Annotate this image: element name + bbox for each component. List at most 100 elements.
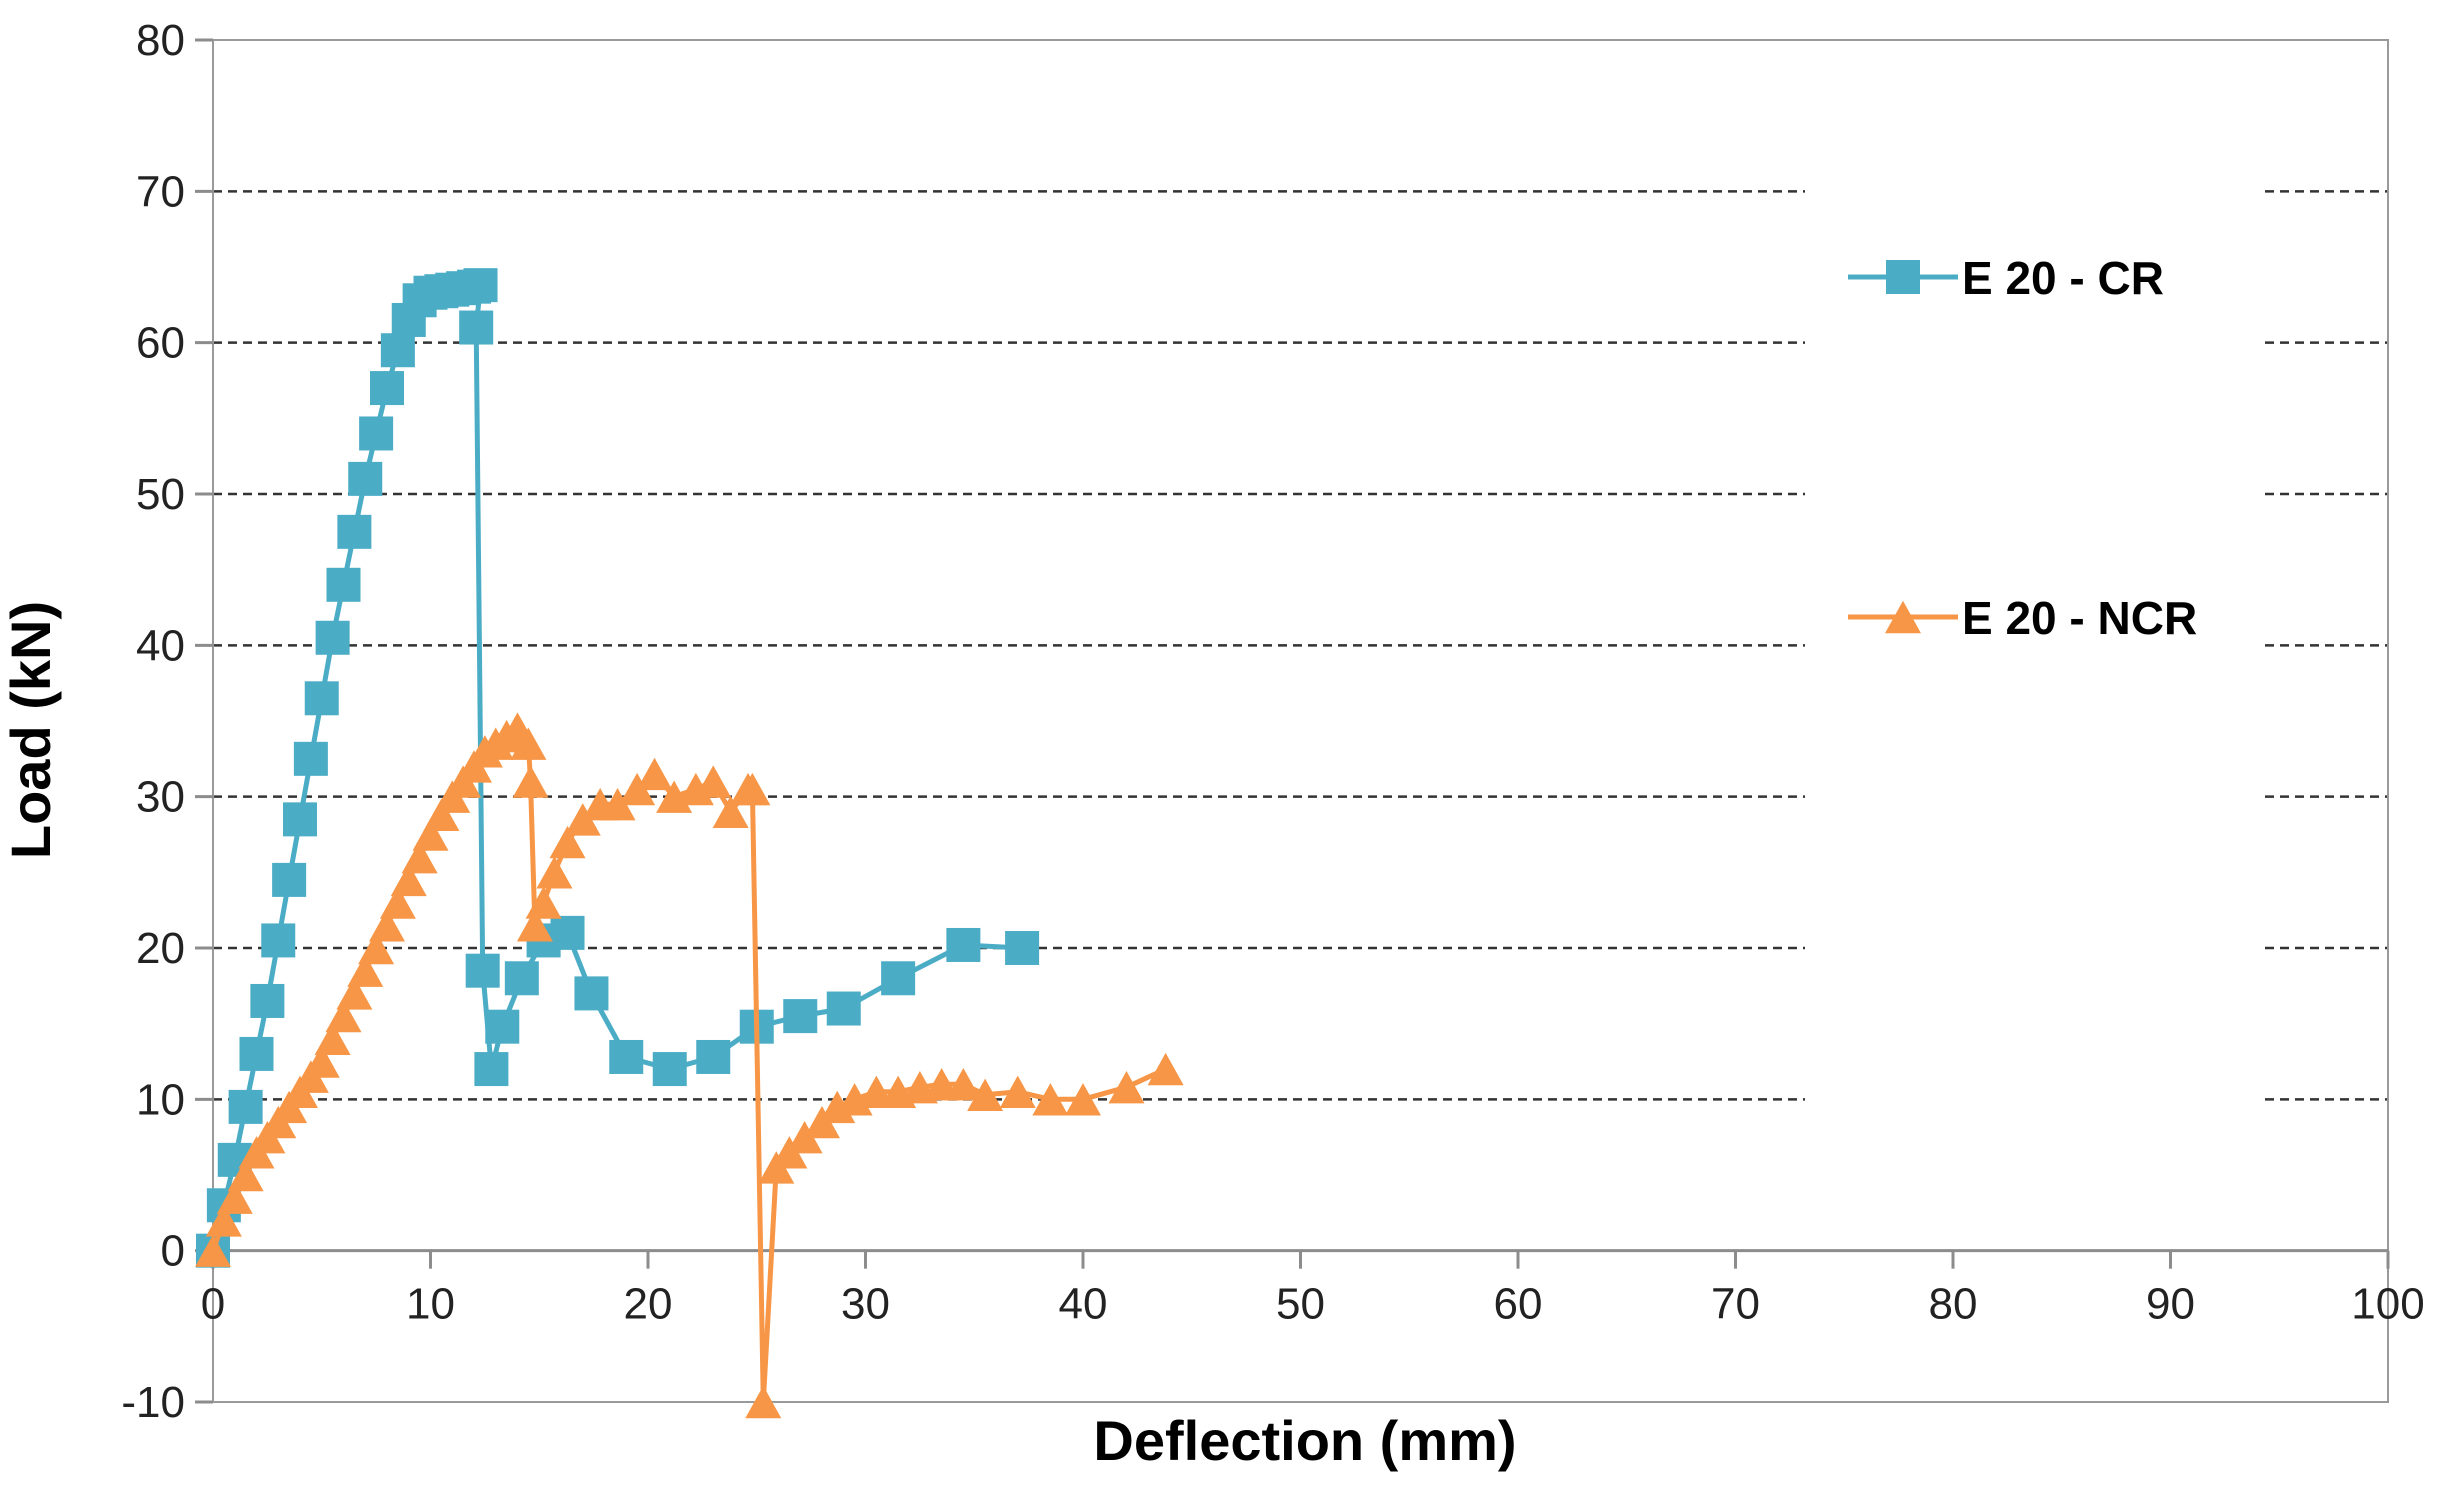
series-e20-ncr <box>195 712 1184 1419</box>
data-point <box>516 909 553 942</box>
axis-layer: -10 0 10 20 30 40 50 60 70 80 0 10 20 30 40 50 60 70 80 90 1… <box>121 16 2424 1427</box>
y-tick-label: 10 <box>136 1075 185 1124</box>
data-point <box>326 567 361 602</box>
data-point <box>525 886 562 919</box>
x-tick-label: 90 <box>2146 1280 2195 1329</box>
data-point <box>510 727 547 760</box>
data-point <box>536 856 573 889</box>
data-point <box>228 1089 263 1124</box>
data-point <box>390 863 427 897</box>
data-point <box>1147 1052 1184 1086</box>
data-point <box>474 1052 509 1087</box>
y-tick-label: 30 <box>136 773 185 822</box>
data-point <box>549 825 586 859</box>
legend-item-e20-ncr: E 20 - NCR <box>1848 592 2197 644</box>
x-tick-label: 70 <box>1711 1280 1760 1329</box>
data-point <box>283 802 317 837</box>
x-tick-label: 30 <box>841 1280 890 1329</box>
data-point <box>216 1181 253 1214</box>
data-point <box>239 1036 274 1071</box>
legend-marker <box>1885 600 1921 634</box>
data-point <box>550 915 585 950</box>
data-point <box>599 788 636 821</box>
y-axis-title: Load (kN) <box>0 601 62 859</box>
data-point <box>712 795 749 828</box>
x-axis-title: Deflection (mm) <box>1093 1409 1516 1472</box>
data-point <box>574 976 609 1011</box>
legend: E 20 - CR E 20 - NCR <box>1848 252 2197 644</box>
data-point <box>380 333 415 368</box>
x-tick-label: 80 <box>1929 1280 1978 1329</box>
x-tick-label: 0 <box>201 1280 225 1329</box>
data-point <box>652 1052 687 1087</box>
series-layer <box>195 268 1184 1419</box>
data-point <box>1005 931 1040 965</box>
y-tick-label: 0 <box>161 1227 185 1276</box>
data-point <box>359 416 394 451</box>
data-point <box>967 1078 1004 1111</box>
data-point <box>945 1068 982 1101</box>
x-tick-label: 60 <box>1494 1280 1543 1329</box>
data-point <box>696 1039 731 1074</box>
data-point <box>195 1234 231 1267</box>
data-point <box>401 841 438 874</box>
data-point <box>272 862 307 897</box>
legend-item-e20-cr: E 20 - CR <box>1848 252 2164 304</box>
plot-area-border <box>212 39 2389 1403</box>
data-point <box>695 765 732 798</box>
data-point <box>946 927 981 962</box>
y-tick-label: 40 <box>136 621 185 670</box>
data-point <box>358 931 395 965</box>
data-point <box>250 983 285 1018</box>
data-point <box>293 741 328 776</box>
data-point <box>636 757 673 791</box>
data-point <box>881 961 916 996</box>
data-point <box>303 1045 340 1078</box>
x-tick-label: 10 <box>406 1280 455 1329</box>
data-point <box>423 798 460 832</box>
data-point <box>1108 1071 1145 1104</box>
data-point <box>463 268 498 303</box>
y-tick-label: -10 <box>121 1378 185 1427</box>
data-point <box>315 620 350 655</box>
data-point <box>745 1385 782 1419</box>
data-point <box>205 1204 242 1237</box>
x-tick-label: 40 <box>1059 1280 1108 1329</box>
y-tick-label: 80 <box>136 16 185 65</box>
x-tick-label: 50 <box>1276 1280 1325 1329</box>
data-point <box>1065 1083 1101 1116</box>
data-point <box>261 923 296 958</box>
data-point <box>465 953 500 988</box>
data-point <box>504 961 539 996</box>
legend-marker <box>1886 260 1920 294</box>
x-tick-label: 20 <box>624 1280 673 1329</box>
x-tick-label: 100 <box>2351 1280 2424 1329</box>
data-point <box>826 991 861 1026</box>
data-point <box>348 461 383 496</box>
y-tick-label: 20 <box>136 924 185 973</box>
data-point <box>379 886 416 919</box>
data-point <box>369 909 405 942</box>
data-point <box>227 1158 264 1192</box>
data-point <box>325 999 362 1033</box>
legend-label: E 20 - CR <box>1962 252 2164 304</box>
data-point <box>337 514 372 549</box>
data-point <box>370 371 404 406</box>
data-point <box>734 772 771 806</box>
data-point <box>999 1075 1036 1108</box>
data-point <box>1032 1083 1069 1116</box>
y-tick-label: 70 <box>136 167 185 216</box>
data-point <box>512 765 549 798</box>
data-point <box>314 1022 351 1055</box>
grid-layer <box>213 190 2388 1101</box>
legend-label: E 20 - NCR <box>1962 592 2197 644</box>
data-point <box>783 999 818 1034</box>
data-point <box>304 681 339 716</box>
data-point <box>459 310 494 345</box>
series-e20-cr <box>196 268 1040 1268</box>
data-point <box>336 977 373 1010</box>
data-point <box>347 954 384 987</box>
